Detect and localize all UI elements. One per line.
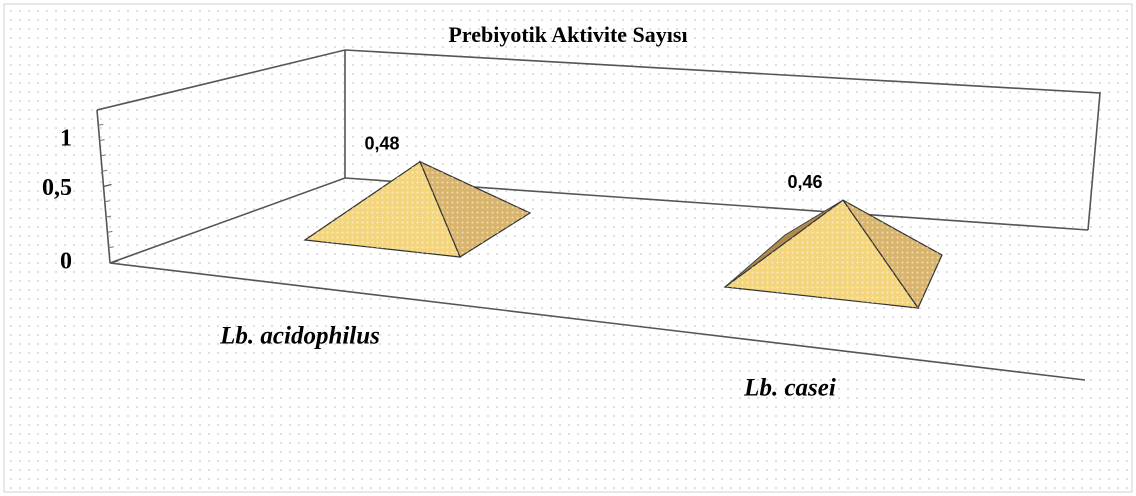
minor-tick [98, 123, 104, 126]
chart-background [4, 4, 1132, 492]
y-tick-label: 0,5 [42, 175, 72, 201]
x-tick-label: Lb. casei [743, 375, 836, 402]
pyramid-front-face-texture [725, 200, 918, 308]
pyramid-front-face-texture [305, 161, 460, 257]
chart-title: Prebiyotik Aktivite Sayısı [448, 22, 687, 47]
floor-front [109, 262, 1086, 381]
y-tick [103, 183, 112, 188]
y-tick-label: 0 [60, 249, 72, 275]
minor-tick [100, 154, 106, 157]
minor-tick [108, 246, 114, 249]
y-tick [96, 107, 106, 111]
x-tick-label: Lb. acidophilus [219, 323, 380, 350]
data-label: 0,46 [787, 172, 822, 192]
data-label: 0,48 [364, 134, 399, 154]
minor-tick [106, 215, 112, 218]
plot-walls [96, 49, 1101, 381]
pyramid-right-face-texture [843, 200, 942, 308]
minor-tick [99, 139, 105, 142]
y-tick [109, 260, 119, 264]
minor-tick [104, 200, 110, 203]
pyramid-right-face-texture [420, 161, 530, 257]
minor-tick [102, 169, 108, 172]
minor-tick [107, 230, 113, 233]
y-tick-label: 1 [60, 126, 72, 152]
back-wall-top [96, 49, 1101, 231]
